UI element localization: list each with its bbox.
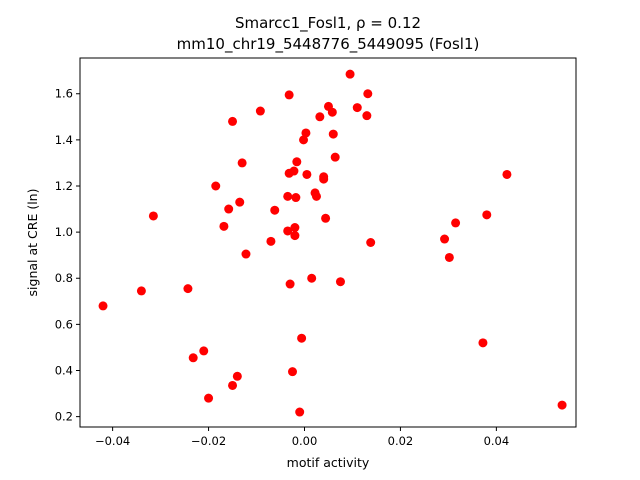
data-point-27 — [290, 223, 300, 233]
data-point-11 — [228, 380, 238, 390]
data-point-45 — [330, 152, 340, 162]
data-point-28 — [291, 193, 301, 203]
data-point-46 — [335, 277, 345, 287]
data-point-58 — [557, 400, 567, 410]
x-axis-label: motif activity — [287, 455, 370, 470]
data-point-40 — [319, 172, 329, 182]
data-point-3 — [183, 284, 193, 294]
y-tick-label: 0.4 — [55, 363, 73, 377]
y-tick-label: 1.2 — [55, 179, 73, 193]
plot-frame — [79, 57, 577, 428]
data-point-4 — [188, 353, 198, 363]
data-point-55 — [478, 338, 488, 348]
data-point-19 — [283, 226, 293, 236]
data-point-25 — [289, 166, 299, 176]
data-point-8 — [219, 221, 229, 231]
data-point-48 — [352, 103, 362, 113]
data-point-53 — [444, 252, 454, 262]
chart-title-line2: mm10_chr19_5448776_5449095 (Fosl1) — [177, 35, 480, 54]
data-point-1 — [136, 286, 146, 296]
data-point-26 — [290, 231, 300, 241]
x-tick-label: −0.02 — [191, 434, 226, 448]
data-point-38 — [315, 112, 325, 122]
data-point-23 — [285, 279, 295, 289]
y-tick-label: 0.8 — [55, 271, 73, 285]
data-point-22 — [284, 90, 294, 100]
data-point-2 — [148, 211, 158, 221]
y-tick-label: 1.4 — [55, 133, 73, 147]
data-point-17 — [266, 236, 276, 246]
y-tick-label: 1.6 — [55, 87, 73, 101]
data-point-51 — [366, 238, 376, 247]
data-point-20 — [283, 191, 293, 201]
data-point-12 — [232, 371, 242, 381]
data-point-24 — [288, 367, 297, 377]
data-point-54 — [451, 218, 461, 228]
x-tick-label: −0.04 — [95, 434, 130, 448]
data-point-18 — [270, 205, 280, 215]
data-point-33 — [301, 128, 311, 138]
data-point-7 — [211, 181, 221, 191]
data-point-5 — [199, 346, 209, 356]
data-point-15 — [241, 249, 251, 259]
data-point-44 — [328, 129, 338, 139]
x-tick-label: 0.02 — [388, 434, 414, 448]
data-point-57 — [502, 169, 512, 179]
data-point-16 — [255, 106, 265, 116]
data-point-32 — [299, 135, 309, 145]
data-point-9 — [224, 204, 234, 214]
x-tick-label: 0.04 — [484, 434, 510, 448]
data-point-31 — [297, 333, 307, 343]
data-points — [98, 69, 567, 417]
data-point-47 — [345, 69, 355, 79]
y-tick-label: 1.0 — [55, 225, 73, 239]
y-axis-label: signal at CRE (ln) — [25, 189, 40, 297]
y-tick-label: 0.2 — [55, 410, 73, 424]
data-point-34 — [302, 169, 312, 179]
data-point-13 — [235, 197, 245, 207]
x-tick-label: 0.00 — [292, 434, 318, 448]
chart-title-line1: Smarcc1_Fosl1, ρ = 0.12 — [235, 14, 421, 33]
x-axis-ticks: −0.04 −0.02 0.00 0.02 0.04 — [95, 427, 509, 448]
data-point-10 — [228, 116, 238, 126]
data-point-56 — [482, 210, 492, 220]
data-point-49 — [362, 111, 372, 121]
data-point-37 — [311, 191, 321, 201]
data-point-0 — [98, 301, 108, 311]
data-point-50 — [363, 89, 373, 99]
data-point-14 — [237, 158, 247, 168]
data-point-41 — [321, 213, 331, 223]
data-point-35 — [307, 273, 317, 283]
data-point-43 — [327, 107, 337, 117]
data-point-29 — [292, 157, 302, 167]
data-point-52 — [440, 234, 450, 244]
y-tick-label: 0.6 — [55, 317, 73, 331]
data-point-30 — [295, 407, 305, 417]
data-point-6 — [204, 393, 214, 403]
y-axis-ticks: 0.2 0.4 0.6 0.8 1.0 1.2 1.4 1.6 — [55, 87, 80, 424]
